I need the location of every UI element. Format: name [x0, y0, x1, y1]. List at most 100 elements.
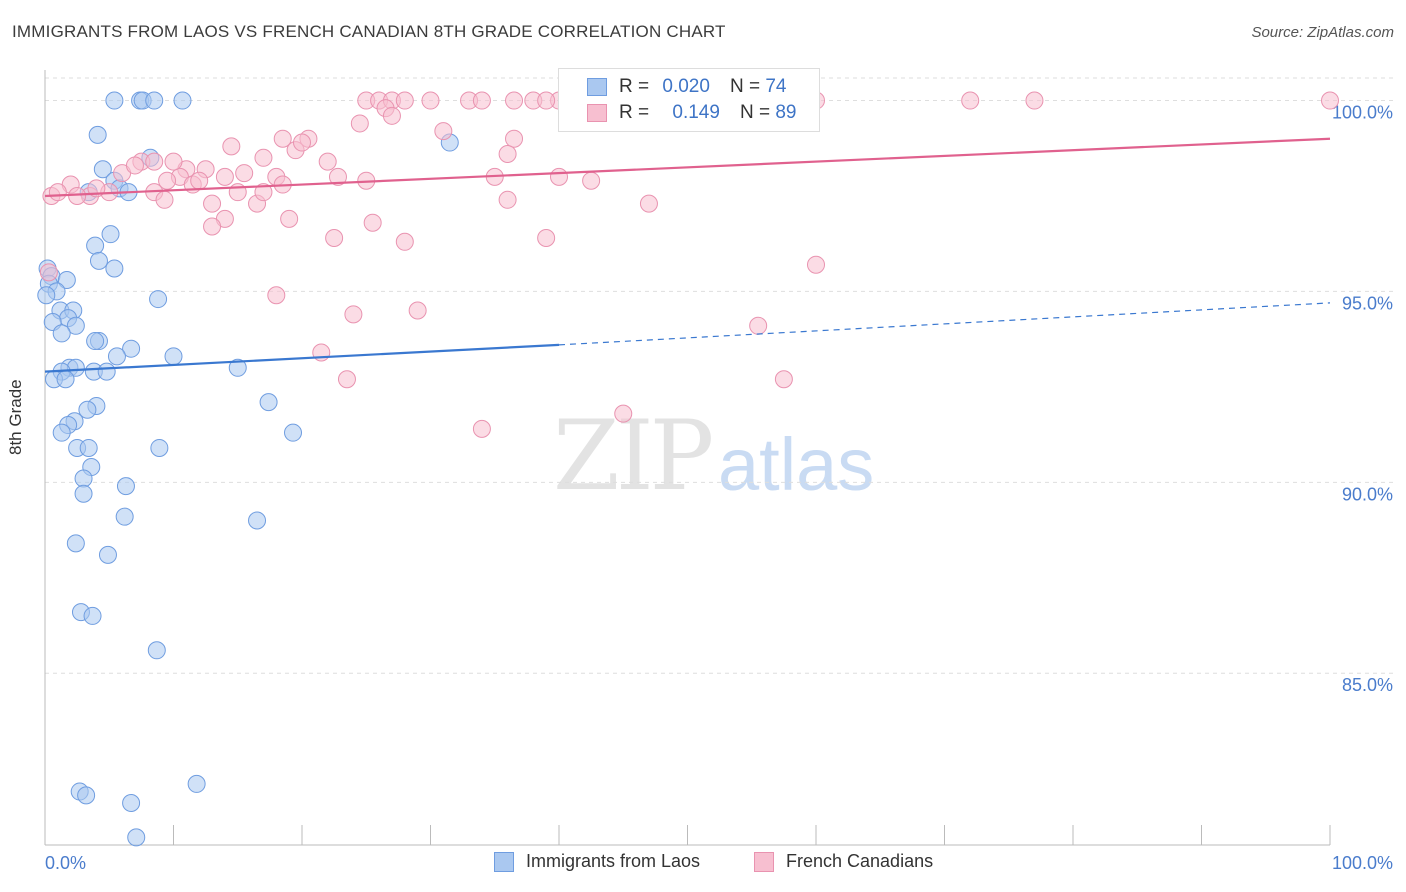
- laos-point: [149, 290, 168, 309]
- laos-point: [284, 423, 303, 442]
- french-point: [774, 370, 793, 389]
- watermark-zip: ZIP: [553, 400, 714, 512]
- french-point: [203, 217, 222, 236]
- french-point: [961, 91, 980, 110]
- laos-point: [105, 259, 124, 278]
- laos-point: [66, 534, 85, 553]
- laos-trend-extension: [558, 302, 1331, 346]
- french-point: [395, 91, 414, 110]
- french-point: [337, 370, 356, 389]
- legend-n-label: N =: [729, 76, 761, 97]
- french-point: [318, 152, 337, 171]
- french-point: [505, 91, 524, 110]
- laos-point: [105, 91, 124, 110]
- laos-point: [115, 507, 134, 526]
- laos-point: [164, 347, 183, 366]
- laos-point: [173, 91, 192, 110]
- french-point: [498, 144, 517, 163]
- legend-swatch-french: [587, 104, 607, 122]
- french-point: [749, 316, 768, 335]
- french-point: [614, 404, 633, 423]
- laos-point: [57, 270, 76, 289]
- french-point: [164, 152, 183, 171]
- laos-point: [52, 423, 71, 442]
- legend-n-value-french: 89: [775, 102, 797, 123]
- legend-r-value-laos: 0.020: [662, 76, 710, 97]
- french-point: [48, 183, 67, 202]
- french-point: [505, 129, 524, 148]
- french-point: [68, 186, 87, 205]
- french-point: [639, 194, 658, 213]
- legend-row-laos: R = 0.020 N = 74: [559, 74, 786, 100]
- watermark-atlas: atlas: [718, 423, 875, 506]
- french-point: [145, 152, 164, 171]
- french-point: [350, 114, 369, 133]
- laos-point: [79, 438, 98, 457]
- laos-point: [66, 316, 85, 335]
- y-tick-label: 85.0%: [1342, 675, 1393, 695]
- laos-point: [88, 125, 107, 144]
- french-point: [325, 228, 344, 247]
- laos-point: [78, 400, 97, 419]
- laos-point: [228, 358, 247, 377]
- french-point: [550, 167, 568, 186]
- french-point: [472, 419, 491, 438]
- laos-point: [145, 91, 164, 110]
- laos-point: [97, 362, 116, 381]
- correlation-legend: R = 0.020 N = 74 R = 0.149 N = 89: [558, 68, 820, 132]
- laos-point: [122, 339, 141, 358]
- y-tick-label: 90.0%: [1342, 484, 1393, 504]
- chart-title: IMMIGRANTS FROM LAOS VS FRENCH CANADIAN …: [12, 22, 726, 41]
- french-point: [203, 194, 222, 213]
- french-point: [807, 255, 825, 274]
- laos-point: [74, 469, 93, 488]
- french-point: [235, 164, 254, 183]
- french-trend-line: [44, 137, 1331, 198]
- laos-point: [259, 393, 278, 412]
- source-label: Source: ZipAtlas.com: [1251, 24, 1394, 41]
- laos-point: [150, 438, 169, 457]
- french-point: [537, 91, 556, 110]
- x-tick-label: 100.0%: [1332, 853, 1393, 873]
- french-point: [155, 190, 174, 209]
- french-point: [1025, 91, 1044, 110]
- legend-r-value-french: 0.149: [672, 102, 720, 123]
- laos-point: [101, 225, 120, 244]
- legend-swatch-french: [754, 851, 774, 872]
- laos-point: [187, 774, 206, 793]
- laos-point: [86, 236, 105, 255]
- french-point: [125, 156, 144, 175]
- laos-point: [147, 641, 166, 660]
- legend-item-french[interactable]: French Canadians: [754, 851, 933, 872]
- laos-trend-line: [44, 343, 560, 373]
- french-point: [293, 133, 311, 152]
- series-legend: Immigrants from Laos French Canadians: [0, 851, 1406, 877]
- laos-point: [116, 477, 135, 496]
- laos-point: [56, 370, 75, 389]
- laos-point: [74, 484, 93, 503]
- legend-r-label: R =: [619, 102, 650, 123]
- french-point: [421, 91, 440, 110]
- french-point: [395, 232, 414, 251]
- french-point: [382, 106, 401, 125]
- french-point: [582, 171, 601, 190]
- laos-point: [127, 828, 146, 847]
- y-tick-label: 100.0%: [1332, 103, 1393, 123]
- legend-row-french: R = 0.149 N = 89: [559, 100, 796, 126]
- legend-swatch-laos: [494, 851, 514, 872]
- french-point: [434, 122, 453, 141]
- french-point: [344, 305, 363, 324]
- laos-point: [52, 324, 71, 343]
- french-point: [328, 167, 347, 186]
- french-point: [39, 263, 58, 282]
- french-point: [408, 301, 427, 320]
- legend-item-laos[interactable]: Immigrants from Laos: [494, 851, 700, 872]
- french-point: [158, 171, 177, 190]
- french-point: [498, 190, 517, 209]
- y-tick-label: 95.0%: [1342, 293, 1393, 313]
- legend-label-laos: Immigrants from Laos: [526, 851, 701, 871]
- laos-point: [98, 545, 117, 564]
- french-point: [1321, 91, 1339, 110]
- french-point: [280, 209, 299, 228]
